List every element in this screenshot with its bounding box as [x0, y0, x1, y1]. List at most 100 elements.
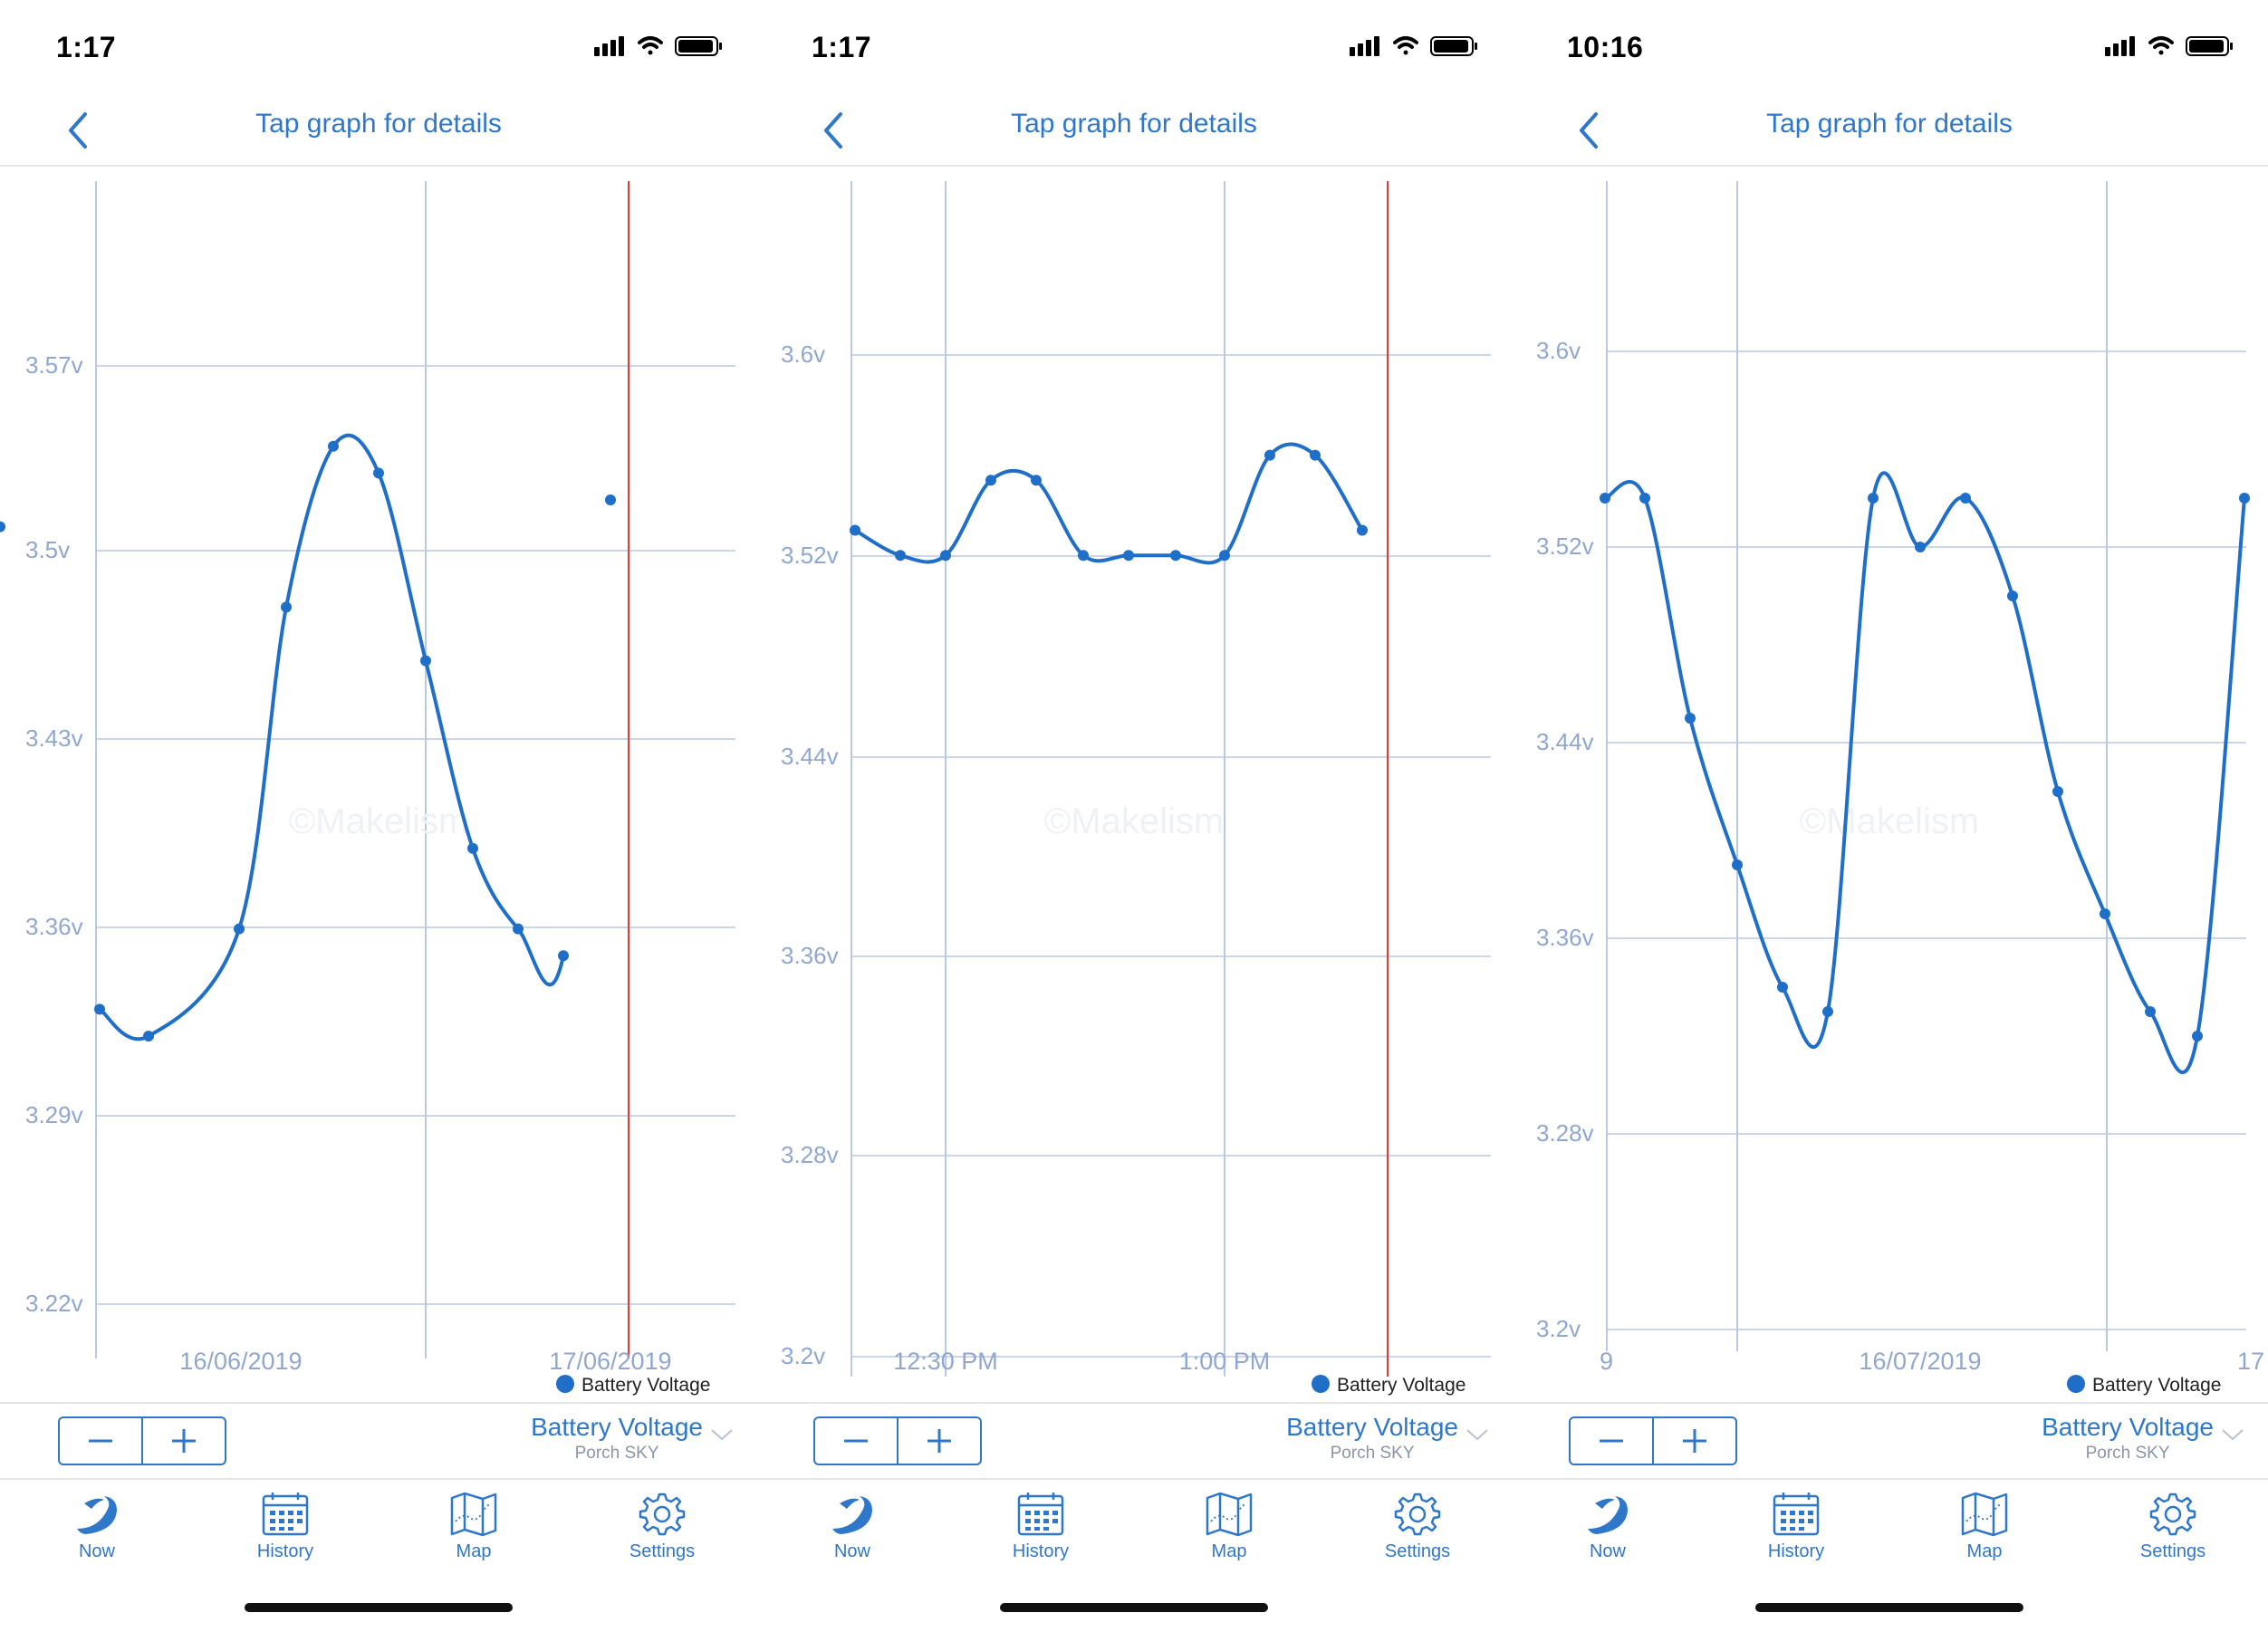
tab-label: Settings: [2139, 1541, 2206, 1561]
data-point[interactable]: [2192, 1031, 2203, 1042]
data-point[interactable]: [1732, 859, 1743, 870]
data-point[interactable]: [1031, 475, 1042, 486]
data-point[interactable]: [2100, 908, 2110, 919]
zoom-in-button[interactable]: [141, 1418, 225, 1464]
battery-icon: [2186, 36, 2233, 56]
tab-label: History: [256, 1541, 314, 1561]
zoom-stepper: [1569, 1416, 1737, 1465]
data-point[interactable]: [940, 550, 951, 562]
zoom-out-button[interactable]: [60, 1418, 141, 1464]
tab-now[interactable]: Now: [1540, 1491, 1676, 1562]
data-point[interactable]: [373, 467, 384, 479]
tab-history[interactable]: History: [217, 1491, 353, 1562]
data-point[interactable]: [1310, 449, 1321, 461]
navigation-bar: Tap graph for details: [755, 100, 1513, 167]
data-point[interactable]: [1170, 550, 1181, 562]
calendar-icon: [1017, 1493, 1064, 1536]
sensor-selector[interactable]: Battery Voltage Porch SKY: [531, 1413, 733, 1464]
data-point[interactable]: [0, 521, 5, 533]
chevron-down-icon: [1466, 1429, 1488, 1441]
data-point[interactable]: [420, 655, 431, 667]
y-tick-label: 3.44v: [781, 743, 839, 770]
data-point[interactable]: [2239, 493, 2250, 504]
back-button[interactable]: [60, 107, 96, 154]
data-point[interactable]: [605, 494, 616, 505]
zoom-out-button[interactable]: [1571, 1418, 1652, 1464]
x-tick-label: 17/06/2019: [549, 1348, 671, 1375]
data-point[interactable]: [1685, 713, 1696, 724]
data-point[interactable]: [1264, 449, 1275, 461]
tab-label: Map: [1966, 1541, 2003, 1561]
tab-history[interactable]: History: [973, 1491, 1109, 1562]
data-point[interactable]: [281, 601, 292, 613]
gear-icon: [639, 1493, 686, 1536]
voltage-chart[interactable]: 3.2v 3.28v 3.36v 3.44v 3.52v 3.6v ©Makelism 16/…: [1511, 165, 2268, 1402]
data-point[interactable]: [1600, 493, 1610, 504]
data-point[interactable]: [1357, 524, 1368, 536]
voltage-chart[interactable]: 3.2v 3.28v 3.36v 3.44v 3.52v 3.6v ©Makelism 12:…: [755, 165, 1513, 1402]
tab-map[interactable]: Map: [1161, 1491, 1297, 1562]
calendar-icon: [1773, 1493, 1820, 1536]
data-point[interactable]: [1219, 550, 1230, 562]
data-point[interactable]: [1078, 550, 1089, 562]
data-point[interactable]: [1822, 1006, 1833, 1017]
tab-label: Map: [456, 1541, 492, 1561]
sensor-location: Porch SKY: [1330, 1444, 1415, 1463]
y-tick-label: 3.2v: [781, 1342, 825, 1369]
tab-now[interactable]: Now: [29, 1491, 165, 1562]
signal-icon: [2105, 36, 2135, 56]
data-point[interactable]: [2007, 590, 2018, 601]
data-point[interactable]: [94, 1003, 105, 1015]
zoom-in-button[interactable]: [1652, 1418, 1735, 1464]
data-point[interactable]: [1960, 493, 1971, 504]
tab-map[interactable]: Map: [1917, 1491, 2052, 1562]
tab-settings[interactable]: Settings: [2105, 1491, 2241, 1562]
series-line-battery-voltage: [1604, 471, 2246, 1074]
series-line-battery-voltage: [98, 433, 565, 1042]
tab-bar: Now History: [755, 1478, 1513, 1578]
data-point[interactable]: [513, 923, 524, 935]
data-point[interactable]: [1915, 542, 1926, 552]
tab-settings[interactable]: Settings: [1350, 1491, 1485, 1562]
now-swoosh-icon: [77, 1496, 117, 1534]
data-point[interactable]: [850, 524, 860, 536]
data-point[interactable]: [2145, 1006, 2156, 1017]
data-point[interactable]: [558, 950, 569, 962]
status-bar: 1:17: [0, 0, 757, 100]
back-button[interactable]: [1571, 107, 1607, 154]
data-point[interactable]: [895, 550, 906, 562]
legend-label: Battery Voltage: [2092, 1375, 2221, 1396]
tab-label: Now: [1589, 1541, 1626, 1561]
chevron-down-icon: [2222, 1429, 2244, 1441]
map-icon: [450, 1492, 497, 1537]
data-point[interactable]: [985, 475, 996, 486]
data-point[interactable]: [1123, 550, 1134, 562]
tab-map[interactable]: Map: [406, 1491, 542, 1562]
zoom-out-button[interactable]: [815, 1418, 897, 1464]
legend-marker: [556, 1375, 574, 1393]
tab-history[interactable]: History: [1728, 1491, 1864, 1562]
y-tick-label: 3.44v: [1536, 728, 1594, 755]
data-point[interactable]: [234, 923, 245, 935]
data-point[interactable]: [1868, 493, 1879, 504]
y-tick-label: 3.36v: [781, 942, 839, 969]
series-line-battery-voltage: [853, 442, 1364, 565]
y-tick-label: 3.2v: [1536, 1315, 1581, 1342]
sensor-selector[interactable]: Battery Voltage Porch SKY: [1286, 1413, 1488, 1464]
zoom-in-button[interactable]: [897, 1418, 980, 1464]
back-button[interactable]: [815, 107, 851, 154]
data-point[interactable]: [467, 842, 478, 854]
data-point[interactable]: [1777, 982, 1788, 993]
tab-settings[interactable]: Settings: [594, 1491, 730, 1562]
x-tick-label: 12:30 PM: [893, 1348, 998, 1375]
data-point[interactable]: [143, 1031, 154, 1042]
data-point[interactable]: [328, 440, 339, 452]
tab-label: History: [1767, 1541, 1825, 1561]
data-point[interactable]: [2052, 786, 2063, 797]
voltage-chart[interactable]: 3.22v 3.29v 3.36v 3.43v 3.5v 3.57v ©Makelism 16…: [0, 165, 757, 1402]
data-point[interactable]: [1639, 493, 1650, 504]
tab-now[interactable]: Now: [784, 1491, 920, 1562]
status-time: 1:17: [812, 31, 872, 63]
x-tick-label: 9: [1600, 1348, 1613, 1375]
sensor-selector[interactable]: Battery Voltage Porch SKY: [2042, 1413, 2244, 1464]
